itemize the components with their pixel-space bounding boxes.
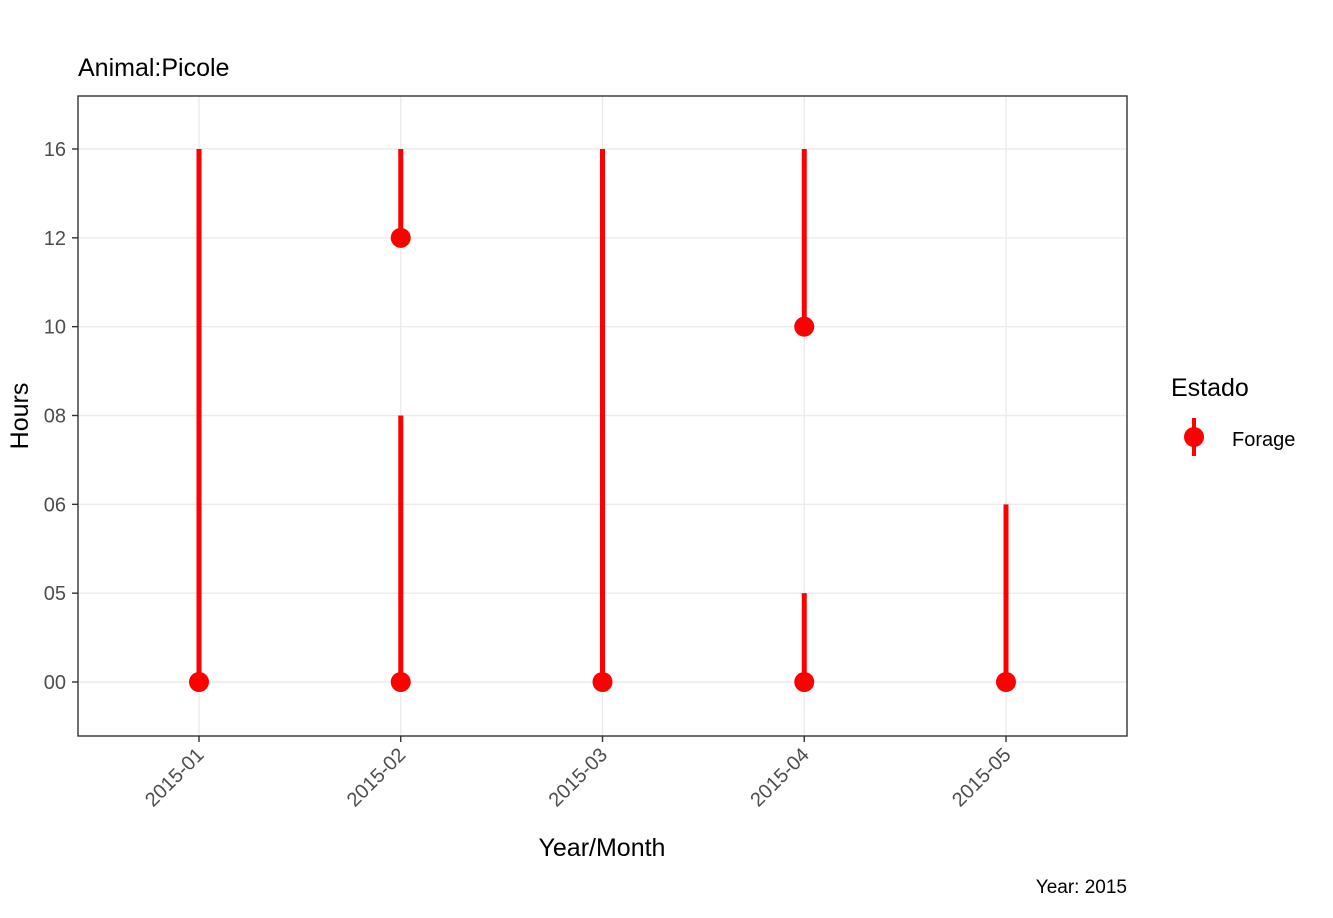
legend-key-point [1184, 427, 1204, 447]
x-tick-label: 2015-03 [545, 744, 612, 811]
x-axis-title: Year/Month [539, 834, 666, 862]
y-tick-label: 12 [44, 228, 66, 250]
data-point [390, 227, 411, 248]
legend-entry-forage: Forage [1232, 429, 1295, 451]
y-tick-label: 06 [44, 494, 66, 516]
point-layer [189, 227, 1016, 692]
y-axis-ticks: 00 05 06 08 10 12 16 [44, 139, 78, 694]
x-axis-ticks: 2015-01 2015-02 2015-03 2015-04 2015-05 [141, 736, 1016, 811]
legend: Estado Forage [1171, 374, 1295, 456]
x-tick-label: 2015-02 [343, 744, 410, 811]
x-tick-label: 2015-04 [746, 744, 813, 811]
panel-border [77, 95, 1128, 737]
y-axis-title: Hours [6, 383, 34, 450]
legend-title: Estado [1171, 374, 1249, 402]
chart-title: Animal:Picole [78, 54, 229, 82]
x-tick-label: 2015-01 [141, 744, 208, 811]
y-tick-label: 08 [44, 406, 66, 428]
y-tick-label: 05 [44, 583, 66, 605]
range-layer [196, 149, 1009, 682]
data-point [189, 672, 209, 692]
data-point [996, 672, 1016, 692]
y-tick-label: 00 [44, 672, 66, 694]
y-tick-label: 16 [44, 139, 66, 161]
chart-caption: Year: 2015 [1036, 877, 1127, 898]
data-point [794, 672, 815, 692]
x-tick-label: 2015-05 [948, 744, 1015, 811]
data-point [592, 672, 613, 692]
data-point [390, 672, 411, 692]
data-point [794, 316, 815, 337]
y-tick-label: 10 [44, 317, 66, 339]
